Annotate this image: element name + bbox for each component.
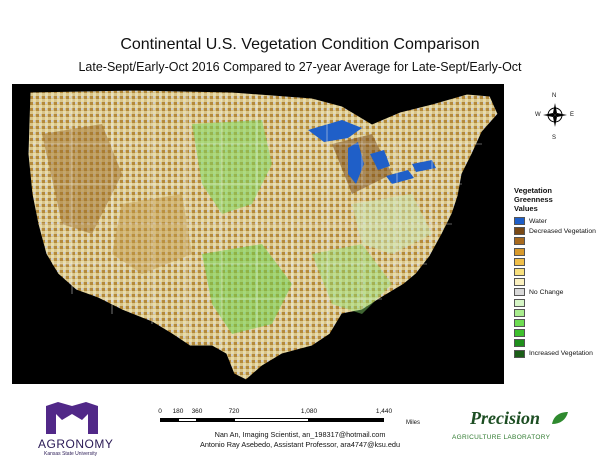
legend-label: Water (529, 217, 547, 225)
legend-swatch (514, 247, 525, 256)
scale-tick-label: 1,080 (300, 408, 318, 415)
legend-swatch (514, 308, 525, 317)
legend-item (514, 328, 600, 338)
legend-swatch (514, 257, 525, 266)
wildcat-icon (46, 402, 98, 434)
legend-items: Water Decreased Vegetation No Change Increa… (514, 216, 600, 359)
scale-segment (309, 418, 384, 422)
scale-tick-label: 0 (158, 408, 162, 415)
legend-item (514, 247, 600, 257)
legend-swatch (514, 227, 525, 236)
credit-line-1: Nan An, Imaging Scientist, an_198317@hot… (214, 430, 386, 439)
ag-lab-text: AGRICULTURE LABORATORY (452, 434, 551, 441)
scale-tick-label: 1,440 (375, 408, 393, 415)
scale-segment (160, 418, 178, 422)
legend-swatch (514, 329, 525, 338)
compass-west: W (535, 112, 541, 118)
legend-item (514, 267, 600, 277)
scale-segment (178, 418, 197, 422)
ksu-agronomy-logo: AGRONOMY Kansas State University (38, 400, 118, 460)
vegetation-map (12, 84, 504, 384)
legend-swatch (514, 349, 525, 358)
legend-swatch (514, 217, 525, 226)
legend-item: Water (514, 216, 600, 226)
legend-item (514, 318, 600, 328)
credits: Nan An, Imaging Scientist, an_198317@hot… (0, 430, 600, 450)
map-subtitle: Late-Sept/Early-Oct 2016 Compared to 27-… (78, 60, 522, 74)
compass-south: S (552, 135, 557, 141)
legend-label: Decreased Vegetation (529, 227, 596, 235)
agronomy-text: AGRONOMY (38, 437, 114, 451)
scale-tick-label: 180 (172, 408, 184, 415)
leaf-icon (552, 412, 568, 424)
legend-label: Increased Vegetation (529, 350, 593, 358)
great-lakes (308, 120, 362, 142)
legend-title: Vegetation Greenness Values (514, 186, 553, 213)
legend-item (514, 257, 600, 267)
precision-text: Precision (470, 408, 540, 428)
legend-swatch (514, 298, 525, 307)
legend-swatch (514, 268, 525, 277)
legend-swatch (514, 339, 525, 348)
scale-tick-label: 360 (191, 408, 203, 415)
legend-item: No Change (514, 287, 600, 297)
legend-swatch (514, 288, 525, 297)
legend-item: Decreased Vegetation (514, 226, 600, 236)
us-map-graphic (12, 84, 504, 384)
compass-icon (543, 103, 567, 127)
scale-segment (234, 418, 309, 422)
scale-bar: 0 180 360 720 1,080 1,440 Miles (158, 408, 420, 428)
compass-east: E (570, 112, 575, 118)
legend-item (514, 236, 600, 246)
credit-line-2: Antonio Ray Asebedo, Assistant Professor… (199, 440, 401, 449)
legend-swatch (514, 237, 525, 246)
legend-label: No Change (529, 288, 564, 296)
map-title: Continental U.S. Vegetation Condition Co… (120, 36, 480, 53)
legend-item: Increased Vegetation (514, 348, 600, 358)
scale-tick-label: 720 (228, 408, 240, 415)
legend-item (514, 298, 600, 308)
scale-unit: Miles (406, 420, 421, 426)
legend-swatch (514, 278, 525, 287)
legend: Vegetation Greenness Values Water Decreas… (514, 186, 600, 359)
scale-segment (197, 418, 234, 422)
legend-item (514, 338, 600, 348)
compass-north: N (552, 93, 557, 99)
ksu-text: Kansas State University (44, 451, 98, 457)
legend-item (514, 308, 600, 318)
precision-ag-logo: Precision AGRICULTURE LABORATORY (450, 408, 570, 448)
legend-swatch (514, 318, 525, 327)
compass-rose: N S W E (535, 93, 575, 143)
legend-item (514, 277, 600, 287)
